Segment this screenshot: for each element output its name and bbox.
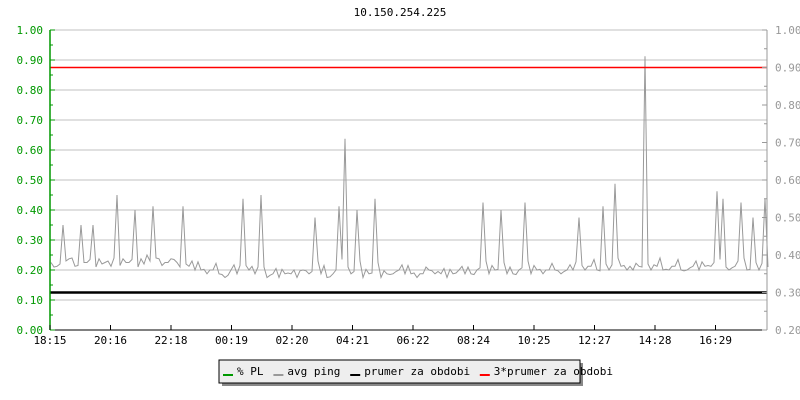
left-tick-label: 0.00 [17, 324, 44, 337]
left-tick-label: 0.30 [17, 234, 44, 247]
legend-label: avg ping [287, 365, 340, 378]
chart-title: 10.150.254.225 [354, 6, 447, 19]
right-tick-label: 1.00 [775, 24, 800, 37]
right-tick-label: 0.90 [775, 62, 800, 75]
axes: 0.00 0.10 0.20 0.30 0.40 0.50 0.60 0.70 0.80 0.90… [17, 24, 800, 347]
legend-label: 3*prumer za obdobi [494, 365, 613, 378]
right-tick-label: 0.30 [775, 287, 800, 300]
right-tick-label: 0.80 [775, 99, 800, 112]
x-tick-label: 14:28 [638, 334, 671, 347]
left-tick-label: 0.80 [17, 84, 44, 97]
legend-label: % PL [237, 365, 264, 378]
left-tick-label: 0.50 [17, 174, 44, 187]
x-tick-label: 12:27 [578, 334, 611, 347]
series-line-avg-ping [50, 56, 769, 280]
left-tick-label: 0.40 [17, 204, 44, 217]
x-tick-label: 06:22 [396, 334, 429, 347]
legend-label: prumer za obdobi [364, 365, 470, 378]
legend-box [218, 359, 581, 384]
x-tick-label: 16:29 [699, 334, 732, 347]
right-tick-label: 0.60 [775, 174, 800, 187]
left-tick-label: 0.60 [17, 144, 44, 157]
right-tick-label: 0.70 [775, 137, 800, 150]
right-tick-label: 0.20 [775, 324, 800, 337]
grid [50, 29, 767, 301]
left-tick-label: 1.00 [17, 24, 44, 37]
series-layer [50, 56, 769, 294]
left-tick-label: 0.90 [17, 54, 44, 67]
right-tick-label: 0.50 [775, 212, 800, 225]
x-tick-label: 22:18 [154, 334, 187, 347]
x-tick-label: 20:16 [94, 334, 127, 347]
x-tick-label: 04:21 [336, 334, 369, 347]
x-tick-label: 02:20 [275, 334, 308, 347]
x-tick-label: 08:24 [457, 334, 490, 347]
legend: % PL avg ping prumer za obdobi 3*prumer za … [218, 359, 613, 386]
left-tick-label: 0.70 [17, 114, 44, 127]
left-tick-label: 0.10 [17, 294, 44, 307]
x-tick-label: 10:25 [517, 334, 550, 347]
right-tick-label: 0.40 [775, 249, 800, 262]
x-tick-label: 18:15 [33, 334, 66, 347]
left-tick-label: 0.20 [17, 264, 44, 277]
x-tick-label: 00:19 [215, 334, 248, 347]
